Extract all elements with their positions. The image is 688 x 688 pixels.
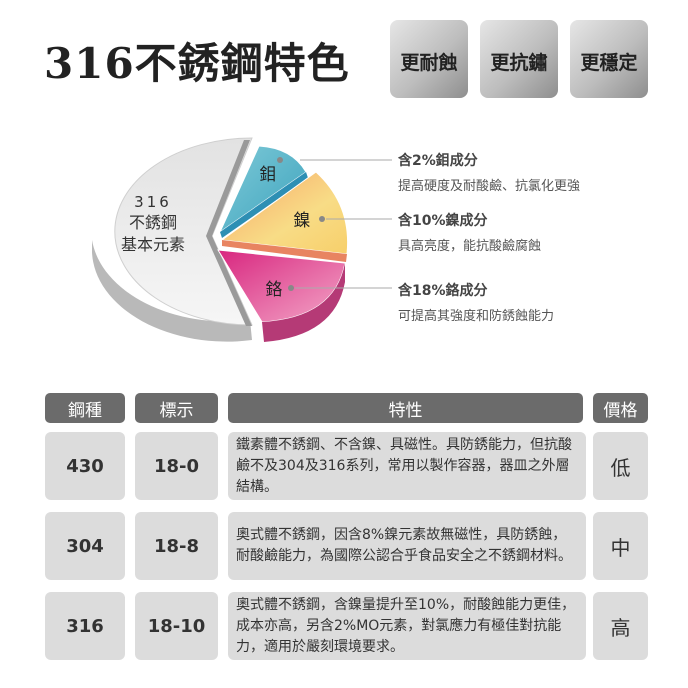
pie-center-line1: 316 xyxy=(134,193,172,211)
pie-center-line2: 不銹鋼 xyxy=(129,213,177,232)
pie-base-slice xyxy=(114,137,253,326)
note-mo: 含2%鉬成分 提高硬度及耐酸鹼、抗氯化更強 xyxy=(398,150,580,194)
badge-rust: 更抗鏽 xyxy=(480,20,558,98)
slice-cr xyxy=(217,249,346,323)
slice-cr-side xyxy=(262,263,345,342)
note-desc: 提高硬度及耐酸鹼、抗氯化更強 xyxy=(398,179,581,194)
note-heading: 含18%鉻成分 xyxy=(398,283,488,299)
slice-mo xyxy=(218,145,307,234)
cell-price: 高 xyxy=(593,592,648,660)
composition-pie: 316 不銹鋼 基本元素 鉬 鎳 鉻 xyxy=(92,137,392,342)
note-heading: 含10%鎳成分 xyxy=(398,213,488,229)
slice-label-mo: 鉬 xyxy=(260,165,277,185)
cell-desc: 奧式體不銹鋼，含鎳量提升至10%，耐酸蝕能力更佳，成本亦高，另含2%MO元素，對… xyxy=(228,592,586,660)
header-mark: 標示 xyxy=(135,393,218,423)
header-properties: 特性 xyxy=(228,393,583,423)
note-cr: 含18%鉻成分 可提高其強度和防銹蝕能力 xyxy=(398,280,554,324)
badge-stable: 更穩定 xyxy=(570,20,648,98)
cell-price: 中 xyxy=(593,512,648,580)
cell-grade: 304 xyxy=(45,512,125,580)
slice-label-ni: 鎳 xyxy=(294,211,311,231)
slice-ni xyxy=(220,171,349,255)
pie-base-side xyxy=(92,240,252,342)
cell-mark: 18-10 xyxy=(135,592,218,660)
slice-label-cr: 鉻 xyxy=(266,280,283,300)
cell-mark: 18-8 xyxy=(135,512,218,580)
cell-desc: 鐵素體不銹鋼、不含鎳、具磁性。具防銹能力，但抗酸鹼不及304及316系列，常用以… xyxy=(228,432,586,500)
cell-grade: 316 xyxy=(45,592,125,660)
badge-corrosion: 更耐蝕 xyxy=(390,20,468,98)
note-heading: 含2%鉬成分 xyxy=(398,153,478,169)
header-grade: 鋼種 xyxy=(45,393,125,423)
cell-price: 低 xyxy=(593,432,648,500)
slice-ni-side xyxy=(222,240,347,262)
note-desc: 具高亮度，能抗酸鹼腐蝕 xyxy=(398,239,542,254)
cell-grade: 430 xyxy=(45,432,125,500)
pie-center-line3: 基本元素 xyxy=(121,235,185,254)
slice-mo-side xyxy=(220,172,308,238)
header-price: 價格 xyxy=(593,393,648,423)
note-desc: 可提高其強度和防銹蝕能力 xyxy=(398,309,555,324)
cell-mark: 18-0 xyxy=(135,432,218,500)
page-title: 316不銹鋼特色 xyxy=(44,39,350,88)
cell-desc: 奧式體不銹鋼，因含8%鎳元素故無磁性，具防銹蝕，耐酸鹼能力，為國際公認合乎食品安… xyxy=(228,512,586,580)
note-ni: 含10%鎳成分 具高亮度，能抗酸鹼腐蝕 xyxy=(398,210,541,254)
